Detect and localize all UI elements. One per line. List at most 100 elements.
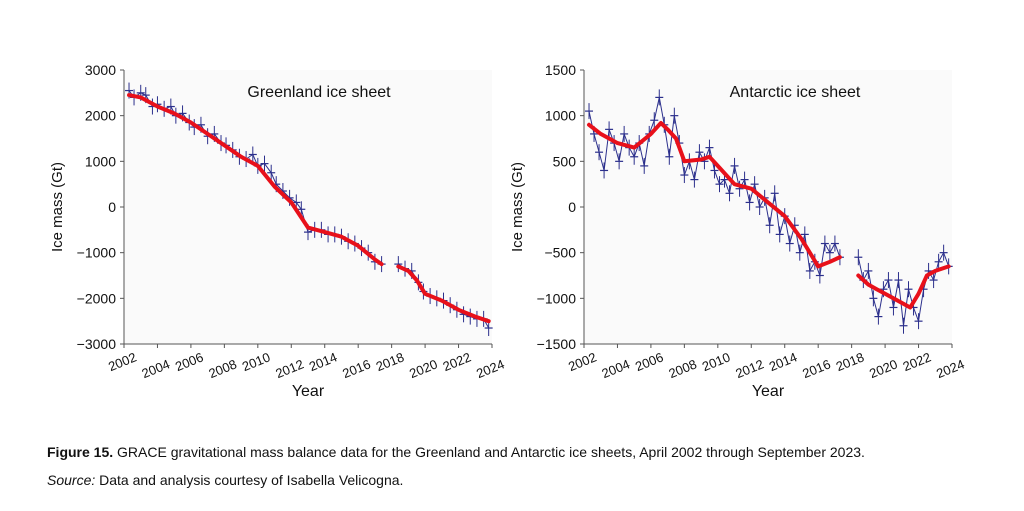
observation-point <box>765 217 774 234</box>
observation-point <box>725 185 734 202</box>
observation-point <box>394 256 403 273</box>
source-line: Source: Data and analysis courtesy of Is… <box>47 472 403 488</box>
observation-point <box>267 164 276 181</box>
x-tick-label: 2010 <box>700 349 732 374</box>
observation-point <box>600 162 609 179</box>
x-tick-label: 2020 <box>407 356 439 381</box>
observation-point <box>690 171 699 188</box>
x-tick-label: 2016 <box>800 356 832 381</box>
figure-label: Figure 15. <box>47 444 114 460</box>
observation-point <box>825 244 834 261</box>
observation-point <box>715 176 724 193</box>
y-tick-label: −500 <box>544 245 576 261</box>
observation-point <box>874 308 883 325</box>
observation-point <box>884 272 893 289</box>
y-tick-label: −2000 <box>77 290 117 306</box>
caption-text: GRACE gravitational mass balance data fo… <box>113 444 865 460</box>
observation-point <box>640 157 649 174</box>
figure-caption: Figure 15. GRACE gravitational mass bala… <box>47 444 865 460</box>
observation-point <box>899 317 908 334</box>
x-tick-label: 2008 <box>206 356 238 381</box>
observation-point <box>735 180 744 197</box>
y-tick-label: −3000 <box>77 336 117 352</box>
observation-point <box>785 235 794 252</box>
observation-point <box>815 267 824 284</box>
observation-point <box>745 194 754 211</box>
observation-point <box>939 244 948 261</box>
observation-point <box>585 103 594 120</box>
source-label: Source: <box>47 472 96 488</box>
y-tick-label: 1500 <box>545 62 576 78</box>
observation-point <box>934 253 943 270</box>
x-tick-label: 2002 <box>566 349 598 374</box>
observation-point <box>595 144 604 161</box>
y-tick-label: 0 <box>568 199 576 215</box>
x-tick-label: 2004 <box>140 356 172 381</box>
observation-point <box>260 155 269 172</box>
observation-point <box>670 107 679 124</box>
observation-point <box>705 139 714 156</box>
observation-point <box>650 112 659 129</box>
observation-point <box>854 249 863 266</box>
observation-point <box>800 226 809 243</box>
x-tick-label: 2012 <box>273 356 305 381</box>
observation-point <box>869 290 878 307</box>
observation-point <box>805 262 814 279</box>
observation-point <box>655 89 664 106</box>
x-tick-label: 2014 <box>767 349 799 374</box>
chart-title: Antarctic ice sheet <box>730 84 861 101</box>
x-tick-label: 2006 <box>173 349 205 374</box>
y-tick-label: 1000 <box>545 108 576 124</box>
x-tick-label: 2008 <box>666 356 698 381</box>
observation-point <box>889 299 898 316</box>
observation-point <box>665 148 674 165</box>
trend-line <box>856 264 951 310</box>
y-tick-label: 3000 <box>85 62 116 78</box>
y-axis-title: Ice mass (Gt) <box>509 162 526 252</box>
x-tick-label: 2006 <box>633 349 665 374</box>
trend-line <box>127 93 384 267</box>
y-axis-title: Ice mass (Gt) <box>49 162 66 252</box>
observation-point <box>620 125 629 142</box>
x-tick-label: 2018 <box>374 349 406 374</box>
x-tick-label: 2022 <box>441 349 473 374</box>
observation-point <box>695 144 704 161</box>
y-tick-label: −1000 <box>537 290 577 306</box>
observation-point <box>795 244 804 261</box>
trend-line <box>396 264 491 324</box>
x-tick-label: 2024 <box>474 356 506 381</box>
observation-point <box>775 226 784 243</box>
y-tick-label: 2000 <box>85 108 116 124</box>
observation-point <box>605 121 614 138</box>
x-tick-label: 2010 <box>240 349 272 374</box>
observation-point <box>248 146 257 163</box>
x-tick-label: 2024 <box>934 356 966 381</box>
observation-point <box>680 167 689 184</box>
y-tick-label: 1000 <box>85 153 116 169</box>
x-tick-label: 2014 <box>307 349 339 374</box>
y-tick-label: 0 <box>108 199 116 215</box>
y-tick-label: 500 <box>553 153 577 169</box>
plot-area <box>584 70 952 344</box>
y-tick-label: −1500 <box>537 336 577 352</box>
x-axis-title: Year <box>752 383 785 400</box>
x-tick-label: 2004 <box>600 356 632 381</box>
x-tick-label: 2012 <box>733 356 765 381</box>
x-tick-label: 2002 <box>106 349 138 374</box>
plot-area <box>124 70 492 344</box>
observation-point <box>894 272 903 289</box>
observation-point <box>864 262 873 279</box>
observation-point <box>929 272 938 289</box>
x-tick-label: 2018 <box>834 349 866 374</box>
observation-point <box>755 199 764 215</box>
observation-point <box>830 235 839 252</box>
observation-point <box>615 153 624 170</box>
source-text: Data and analysis courtesy of Isabella V… <box>95 472 404 488</box>
x-axis-title: Year <box>292 383 325 400</box>
x-tick-label: 2016 <box>340 356 372 381</box>
observation-point <box>820 235 829 252</box>
observation-point <box>630 148 639 165</box>
